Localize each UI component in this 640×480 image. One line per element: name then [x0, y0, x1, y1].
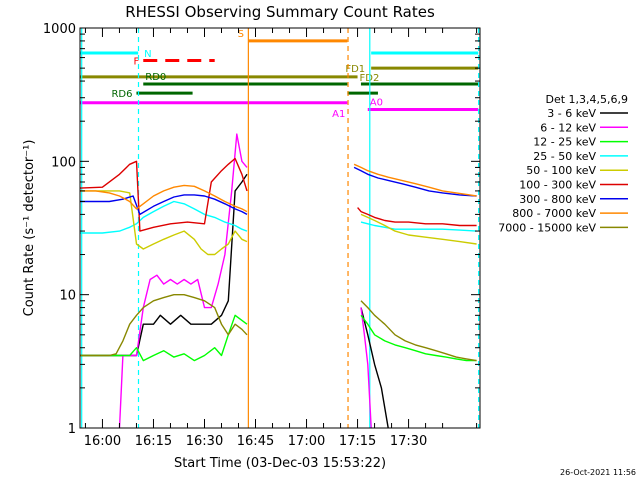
- series-group: [80, 133, 477, 428]
- flag-label: RD6: [111, 89, 132, 100]
- flag-label: N: [144, 49, 151, 60]
- x-tick-label: 16:45: [237, 434, 274, 449]
- flag-label: A0: [370, 97, 383, 108]
- legend-label: 300 - 800 keV: [519, 193, 596, 206]
- footer-date: 26-Oct-2021 11:56: [560, 468, 636, 477]
- series-line: [80, 173, 248, 357]
- legend-title: Det 1,3,4,5,6,9: [545, 93, 628, 106]
- series-line: [353, 166, 477, 197]
- y-tick-label: 100: [51, 155, 76, 170]
- series-line: [80, 184, 248, 213]
- series-line: [360, 307, 389, 428]
- x-tick-label: 17:00: [288, 434, 325, 449]
- series-line: [360, 300, 477, 362]
- flag-label: F: [133, 57, 139, 68]
- legend-label: 100 - 300 keV: [519, 179, 596, 192]
- y-tick-label: 10: [59, 289, 76, 304]
- series-line: [80, 194, 248, 216]
- series-line: [80, 190, 248, 256]
- series-line: [360, 221, 477, 232]
- plot-frame: [79, 27, 481, 429]
- legend-label: 7000 - 15000 keV: [498, 221, 596, 234]
- legend-label: 6 - 12 keV: [540, 121, 596, 134]
- series-line: [118, 133, 248, 428]
- x-tick-label: 16:00: [84, 434, 121, 449]
- legend-label: 25 - 50 keV: [533, 150, 596, 163]
- series-line: [357, 207, 477, 227]
- series-line: [80, 157, 248, 232]
- series-line: [80, 294, 248, 357]
- flag-label: A1: [332, 109, 345, 120]
- flag-label: FD1: [345, 64, 365, 75]
- series-lines: [80, 133, 477, 428]
- legend-label: 50 - 100 keV: [526, 164, 596, 177]
- x-tick-label: 17:15: [339, 434, 376, 449]
- vertical-markers: [81, 28, 480, 428]
- legend-label: 3 - 6 keV: [547, 107, 596, 120]
- series-line: [353, 163, 477, 197]
- flag-label: RD0: [145, 72, 166, 83]
- x-tick-label: 16:30: [186, 434, 223, 449]
- y-tick-label: 1000: [43, 22, 76, 37]
- y-tick-label: 1: [68, 422, 76, 437]
- series-line: [80, 314, 248, 362]
- flag-bars: NFSFD1FD2RD0RD6A1A0: [80, 29, 479, 120]
- axes: 1 10 100 1000 16:00 16:15 16:30 16:45 17:00 17:15…: [43, 22, 480, 449]
- series-line: [80, 200, 248, 234]
- series-line: [360, 307, 372, 428]
- series-line: [360, 314, 477, 362]
- legend-label: 12 - 25 keV: [533, 136, 596, 149]
- y-axis-label: Count Rate (s⁻¹ detector⁻¹): [22, 140, 37, 317]
- chart-title: RHESSI Observing Summary Count Rates: [125, 3, 435, 21]
- x-tick-label: 16:15: [135, 434, 172, 449]
- x-tick-label: 17:30: [390, 434, 427, 449]
- legend-label: 800 - 7000 keV: [512, 207, 596, 220]
- series-line: [360, 213, 477, 245]
- x-axis-label: Start Time (03-Dec-03 15:53:22): [174, 456, 386, 471]
- flag-label: S: [238, 29, 244, 40]
